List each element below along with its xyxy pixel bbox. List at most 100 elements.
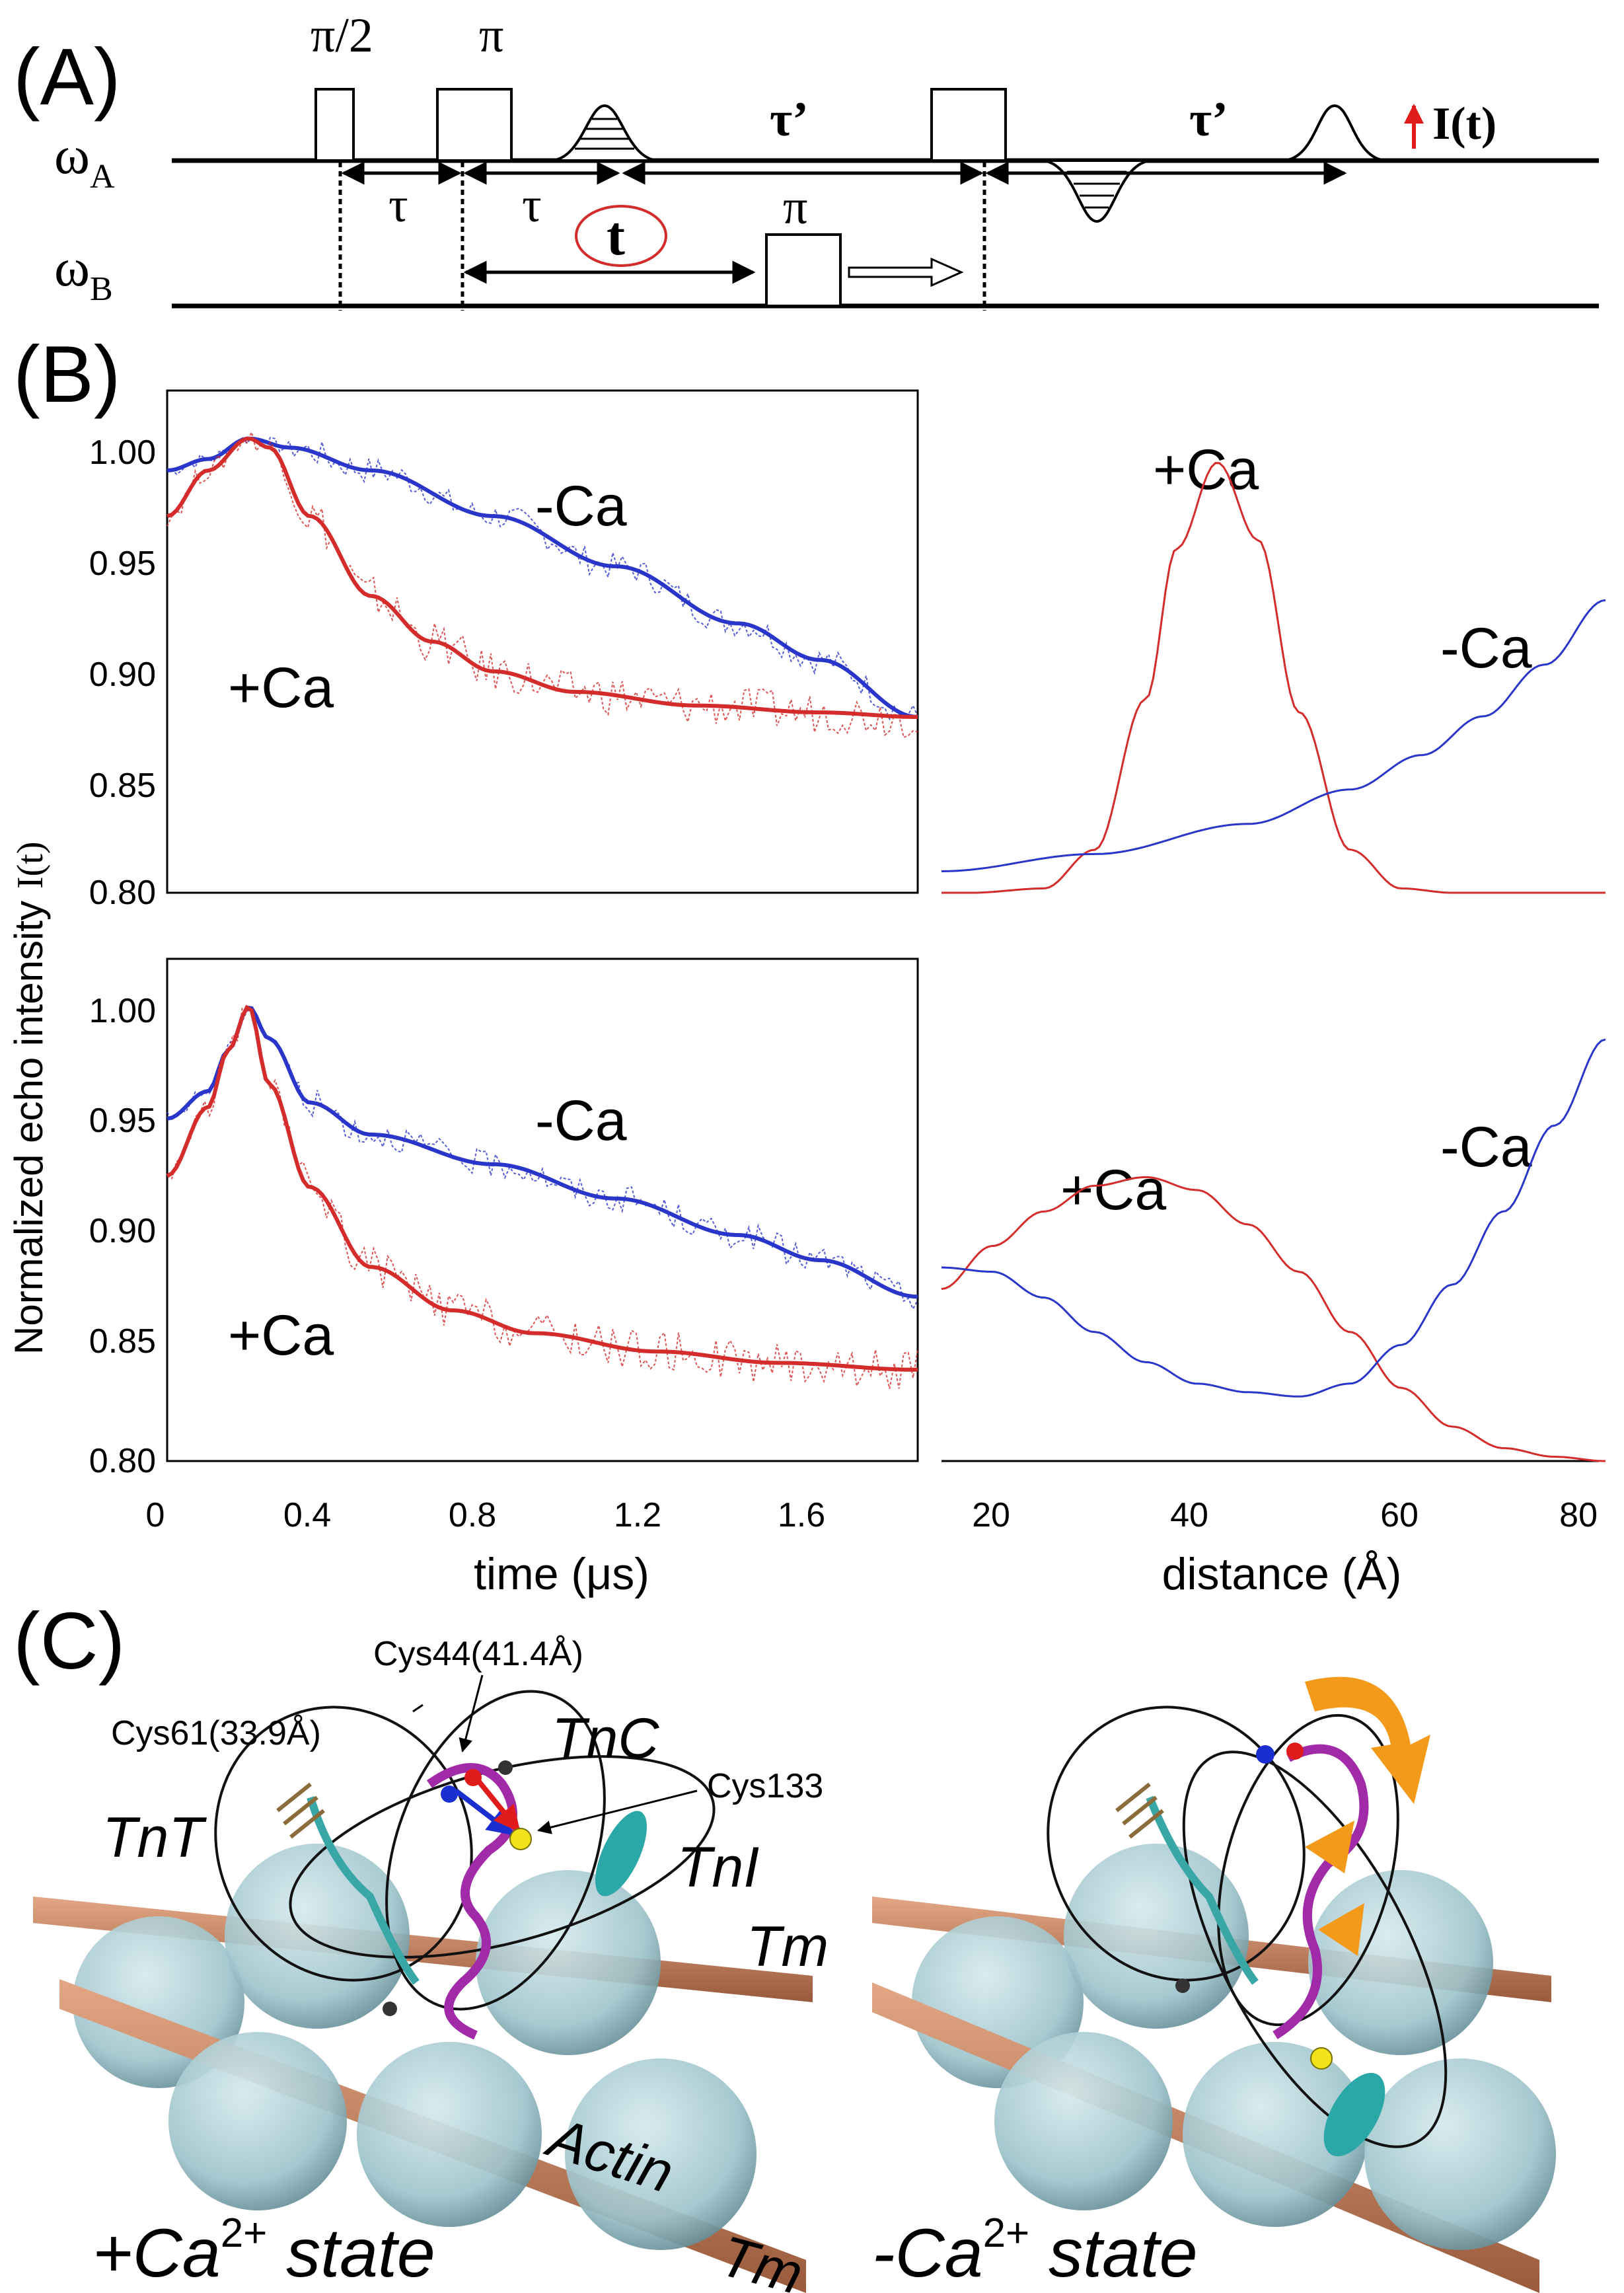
distance-arrow-cys44: [473, 1776, 521, 1833]
panel-label-a: (A): [13, 32, 121, 122]
top-left-minus-ca-label: -Ca: [535, 474, 627, 538]
tau-label-2: τ: [522, 178, 542, 233]
tick-label: 0.90: [89, 1212, 156, 1250]
distance-distribution-minus-ca: [941, 1038, 1606, 1398]
plus-ca-structure: Cys44(41.4Å) Cys61(33.9Å) Cys133 TnC TnT…: [33, 1635, 829, 2293]
tick-label: 0.8: [449, 1496, 496, 1534]
actin-monomer: [565, 2058, 757, 2250]
tnc-outline: [1217, 1713, 1399, 2027]
atom-sphere: [498, 1760, 513, 1775]
actin-monomer: [168, 2032, 347, 2210]
tick-label: 20: [972, 1496, 1010, 1534]
tnt-outline: [1047, 1706, 1306, 1982]
inverted-echo: [1040, 159, 1154, 223]
t-label: t: [607, 206, 625, 267]
tick-label: 80: [1559, 1496, 1598, 1534]
label-site-cys61: [441, 1786, 458, 1803]
tick-label: 0: [146, 1496, 165, 1534]
bottom-right-plus-ca-label: +Ca: [1060, 1158, 1166, 1222]
bottom-left-y-ticks: 1.00 0.95 0.90 0.85 0.80: [89, 992, 156, 1480]
label-site-cys133: [509, 1828, 532, 1850]
tau-prime-label-1: τ’: [770, 93, 809, 147]
actin-monomer: [1183, 2042, 1368, 2227]
label-site-cys133: [1310, 2047, 1333, 2070]
tick-label: 1.6: [778, 1496, 825, 1534]
pi-half-label: π/2: [311, 9, 373, 63]
tick-label: 60: [1380, 1496, 1419, 1534]
chart-b-top-left-frame: [166, 389, 919, 894]
atom-sphere: [1175, 1978, 1190, 1993]
tni-domain: [1323, 2072, 1385, 2157]
time-axis-title: time (μs): [474, 1549, 649, 1599]
panel-label-c: (C): [13, 1596, 125, 1686]
fit-line-minus-ca: [166, 436, 918, 719]
motion-wedge: [1305, 1821, 1354, 1873]
tick-label: 0.95: [89, 1102, 156, 1140]
actin-monomer: [994, 2032, 1173, 2210]
atom-sphere: [383, 2002, 397, 2016]
pump-pulse: [765, 233, 842, 307]
pump-shift-arrow: [848, 257, 964, 287]
actin-monomer: [1064, 1844, 1249, 2029]
pulse-pi: [436, 88, 513, 162]
echo-label: I(t): [1432, 98, 1496, 149]
tau-label-1: τ: [388, 178, 408, 233]
pulse-sequence: ωA ωB π/2 π I(t) π: [54, 9, 1599, 311]
tnt-coil: [1115, 1782, 1164, 1839]
plot-layer: [166, 430, 1606, 1462]
top-left-plus-ca-label: +Ca: [228, 656, 334, 720]
fit-line-plus-ca: [166, 1004, 918, 1372]
tick-label: 0.80: [89, 1442, 156, 1480]
tick-label: 1.2: [614, 1496, 661, 1534]
distance-axis-title: distance (Å): [1162, 1549, 1402, 1599]
distance-x-ticks: 20 40 60 80: [972, 1496, 1598, 1534]
tnt-helix: [1146, 1795, 1259, 1985]
tnc-outline: [385, 1690, 606, 2011]
tick-label: 0.90: [89, 656, 156, 694]
top-right-plus-ca-label: +Ca: [1153, 438, 1259, 502]
top-right-minus-ca-label: -Ca: [1440, 617, 1532, 680]
tnc-ribbon: [1273, 1744, 1369, 2039]
actin-monomer: [357, 2042, 542, 2227]
tnt-helix: [307, 1796, 420, 1985]
actin-monomer: [1308, 1870, 1493, 2055]
omega-a-label: ωA: [54, 125, 115, 196]
primary-echo: [549, 104, 660, 162]
rotation-arrow: [1305, 1676, 1430, 1804]
motion-wedge: [1318, 1903, 1364, 1956]
actin-monomer: [476, 1870, 661, 2055]
label-site-cys61: [1256, 1745, 1274, 1764]
tick-label: 0.85: [89, 767, 156, 805]
pulse-pi-refocus: [930, 88, 1007, 162]
tick-label: 40: [1170, 1496, 1208, 1534]
cys61-leader: [412, 1704, 424, 1713]
cys61-label: Cys61(33.9Å): [111, 1714, 321, 1752]
actin-monomer: [1364, 2058, 1556, 2250]
bottom-right-minus-ca-label: -Ca: [1440, 1115, 1532, 1179]
tnt-coil: [276, 1782, 325, 1839]
chart-b-bottom-left-frame: [166, 958, 919, 1462]
detected-echo: [1281, 104, 1388, 162]
tau-prime-label-2: τ’: [1189, 93, 1228, 147]
tnt-label: TnT: [102, 1806, 207, 1869]
cys133-leader: [536, 1789, 698, 1834]
pi-label: π: [479, 9, 503, 63]
actin-monomer: [225, 1844, 410, 2029]
tick-label: 0.85: [89, 1322, 156, 1361]
tick-label: 0.95: [89, 545, 156, 583]
tick-label: 1.00: [89, 433, 156, 472]
tni-label: TnI: [677, 1836, 759, 1899]
tm-bottom-label: Tm: [714, 2224, 809, 2293]
pi-b-label: π: [783, 180, 807, 235]
label-site-cys44: [1286, 1743, 1304, 1760]
tnc-label: TnC: [552, 1707, 659, 1770]
pulse-pi-half: [314, 88, 355, 162]
plus-ca-state-label: +Ca2+ state: [92, 2210, 435, 2292]
tni-domain: [595, 1811, 647, 1897]
minus-ca-structure: -Ca2+ state: [872, 1676, 1556, 2293]
bottom-left-minus-ca-label: -Ca: [535, 1089, 627, 1152]
fit-line-minus-ca: [166, 1005, 918, 1299]
t-highlight: [575, 205, 667, 267]
tm-top-label: Tm: [747, 1915, 829, 1978]
